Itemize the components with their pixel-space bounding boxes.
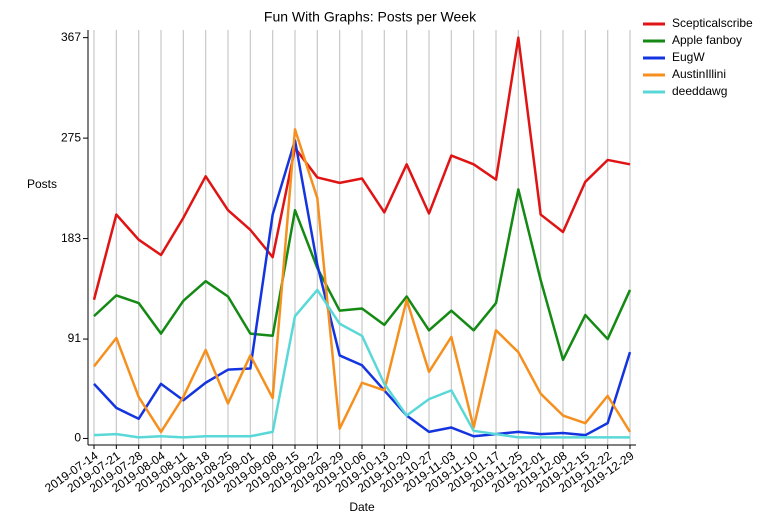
x-axis-label: Date (349, 500, 375, 514)
series-line (93, 288, 630, 439)
series-line (93, 139, 632, 438)
chart-title: Fun With Graphs: Posts per Week (264, 9, 477, 25)
y-axis-label: Posts (27, 177, 57, 191)
series-line (93, 188, 632, 362)
legend-label: Scepticalscribe (672, 16, 753, 30)
y-tick-label: 275 (61, 130, 81, 144)
series-line (92, 36, 631, 301)
y-tick-label: 91 (68, 331, 82, 345)
legend-label: EugW (672, 50, 705, 64)
y-tick-label: 0 (74, 431, 81, 445)
legend-label: deeddawg (672, 84, 727, 98)
y-tick-label: 367 (61, 30, 81, 44)
legend-label: Apple fanboy (672, 33, 742, 47)
y-tick-label: 183 (61, 231, 81, 245)
legend-label: AustinIllini (672, 67, 726, 81)
series-line (93, 128, 632, 434)
